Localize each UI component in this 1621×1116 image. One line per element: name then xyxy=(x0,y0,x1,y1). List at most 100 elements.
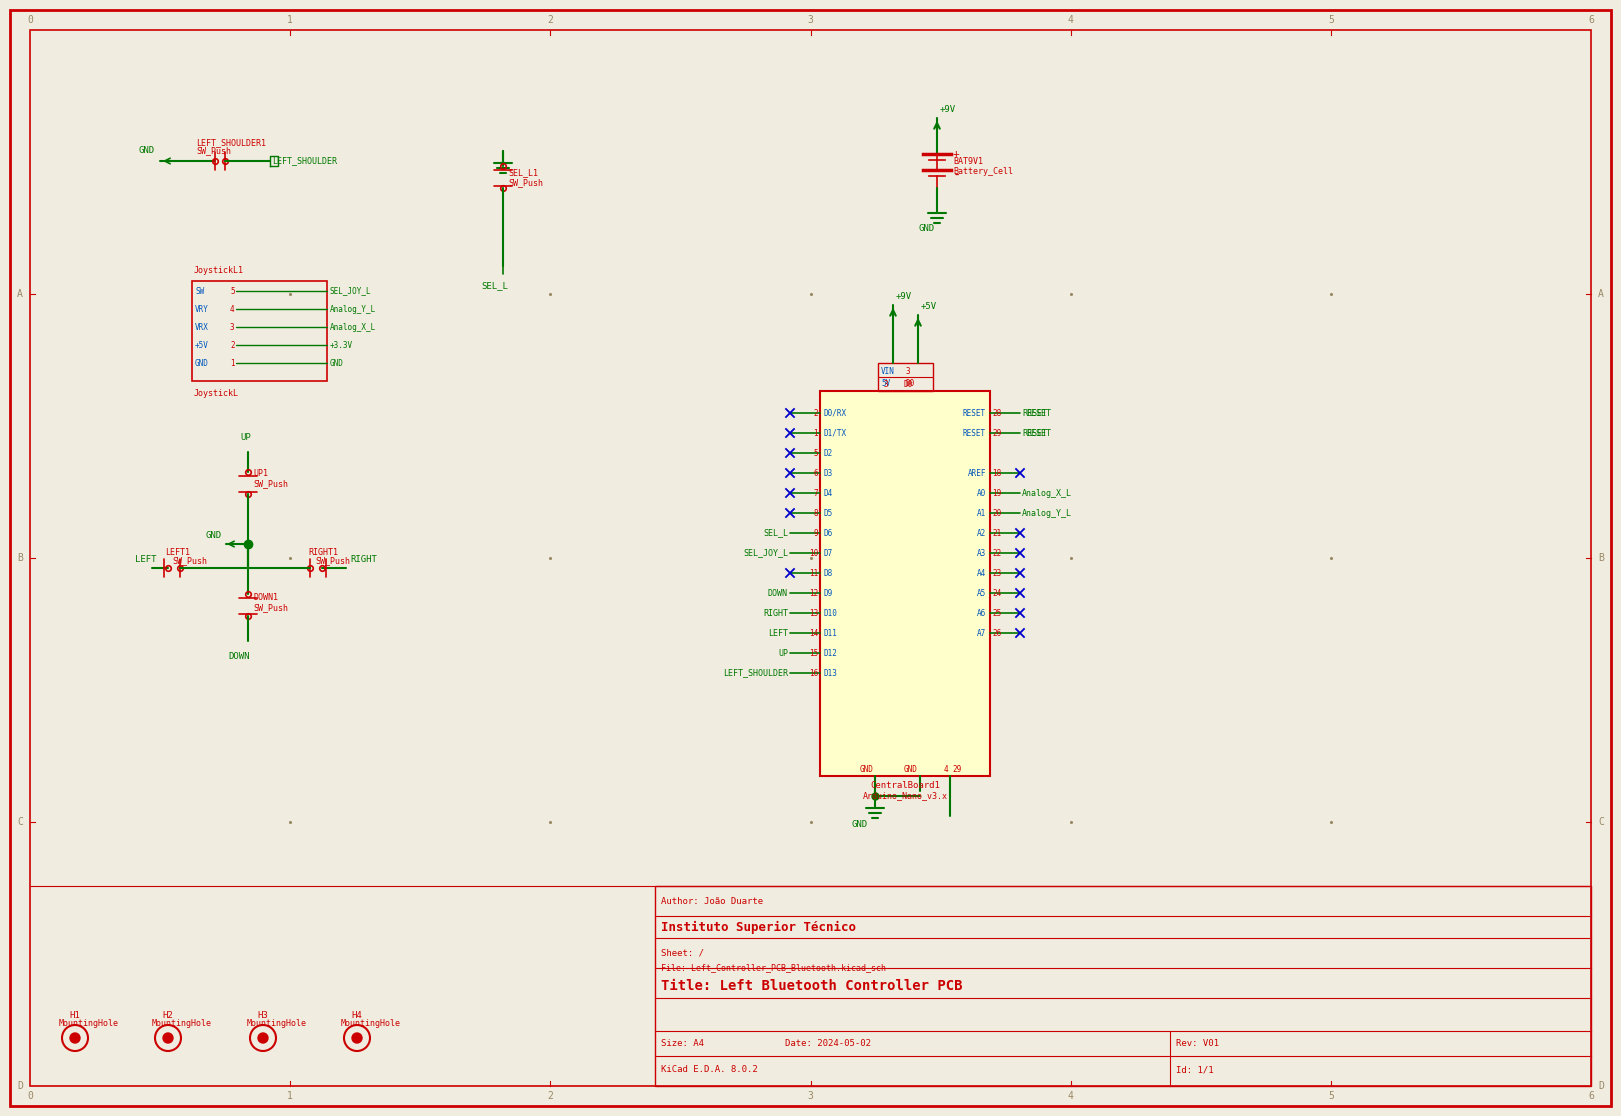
Text: SW: SW xyxy=(195,287,204,296)
Text: Author: João Duarte: Author: João Duarte xyxy=(661,896,763,905)
Text: 8: 8 xyxy=(814,509,819,518)
Text: GND: GND xyxy=(139,146,156,155)
Circle shape xyxy=(164,1033,173,1043)
Text: D0: D0 xyxy=(905,381,913,389)
Text: 25: 25 xyxy=(992,608,1002,617)
Text: A: A xyxy=(1598,289,1603,299)
Bar xyxy=(879,363,934,391)
Text: C: C xyxy=(18,817,23,827)
Text: 5: 5 xyxy=(1328,15,1334,25)
Text: +5V: +5V xyxy=(195,340,209,349)
Text: SW_Push: SW_Push xyxy=(196,146,232,155)
Text: VIN: VIN xyxy=(880,366,895,375)
Text: Analog_Y_L: Analog_Y_L xyxy=(1021,509,1071,518)
Text: A3: A3 xyxy=(977,548,986,558)
Text: D13: D13 xyxy=(823,668,838,677)
Text: 2: 2 xyxy=(548,15,553,25)
Text: 26: 26 xyxy=(992,628,1002,637)
Text: SW_Push: SW_Push xyxy=(172,556,207,565)
Text: MountingHole: MountingHole xyxy=(152,1019,212,1028)
Text: RESET: RESET xyxy=(963,429,986,437)
Text: 12: 12 xyxy=(809,588,819,597)
Text: JoystickL: JoystickL xyxy=(195,389,238,398)
Text: RIGHT: RIGHT xyxy=(350,555,376,564)
Text: H3: H3 xyxy=(258,1011,267,1020)
Text: 5: 5 xyxy=(814,449,819,458)
Text: DOWN1: DOWN1 xyxy=(253,594,277,603)
Bar xyxy=(191,281,327,381)
Text: LEFT_SHOULDER1: LEFT_SHOULDER1 xyxy=(196,138,266,147)
Text: RESET: RESET xyxy=(1021,429,1047,437)
Text: GND: GND xyxy=(853,820,869,829)
Text: Analog_X_L: Analog_X_L xyxy=(331,323,376,331)
Circle shape xyxy=(352,1033,361,1043)
Text: GND: GND xyxy=(859,764,874,775)
Text: B: B xyxy=(18,554,23,562)
Text: C: C xyxy=(1598,817,1603,827)
Text: RESET: RESET xyxy=(963,408,986,417)
Text: 9: 9 xyxy=(814,529,819,538)
Text: LEFT_SHOULDER: LEFT_SHOULDER xyxy=(272,156,337,165)
Text: Title: Left Bluetooth Controller PCB: Title: Left Bluetooth Controller PCB xyxy=(661,979,963,993)
Bar xyxy=(820,391,990,776)
Text: SEL_L1: SEL_L1 xyxy=(507,169,538,177)
Text: 10: 10 xyxy=(809,548,819,558)
Text: 2: 2 xyxy=(548,1091,553,1101)
Text: 15: 15 xyxy=(809,648,819,657)
Text: SW_Push: SW_Push xyxy=(253,604,289,613)
Text: Date: 2024-05-02: Date: 2024-05-02 xyxy=(785,1039,870,1049)
Text: GND: GND xyxy=(919,224,935,233)
Text: VRY: VRY xyxy=(195,305,209,314)
Text: +9V: +9V xyxy=(940,105,956,114)
Text: MountingHole: MountingHole xyxy=(246,1019,306,1028)
Text: Id: 1/1: Id: 1/1 xyxy=(1175,1066,1214,1075)
Text: UP: UP xyxy=(240,433,251,442)
Text: Battery_Cell: Battery_Cell xyxy=(953,166,1013,175)
Text: 22: 22 xyxy=(992,548,1002,558)
Text: 1: 1 xyxy=(814,429,819,437)
Text: +3.3V: +3.3V xyxy=(331,340,353,349)
Text: 19: 19 xyxy=(992,489,1002,498)
Text: JoystickL1: JoystickL1 xyxy=(195,266,245,275)
Text: Rev: V01: Rev: V01 xyxy=(1175,1039,1219,1049)
Text: 24: 24 xyxy=(992,588,1002,597)
Text: D8: D8 xyxy=(823,568,833,577)
Text: +: + xyxy=(953,150,960,158)
Text: File: Left_Controller_PCB_Bluetooth.kicad_sch: File: Left_Controller_PCB_Bluetooth.kica… xyxy=(661,963,887,972)
Text: D12: D12 xyxy=(823,648,838,657)
Text: D7: D7 xyxy=(823,548,833,558)
Circle shape xyxy=(70,1033,79,1043)
Text: D0/RX: D0/RX xyxy=(823,408,848,417)
Text: D0: D0 xyxy=(906,378,916,387)
Text: KiCad E.D.A. 8.0.2: KiCad E.D.A. 8.0.2 xyxy=(661,1066,757,1075)
Text: 21: 21 xyxy=(992,529,1002,538)
Text: 1: 1 xyxy=(287,15,293,25)
Text: 1: 1 xyxy=(287,1091,293,1101)
Text: A6: A6 xyxy=(977,608,986,617)
Text: D1/TX: D1/TX xyxy=(823,429,848,437)
Text: LEFT_SHOULDER: LEFT_SHOULDER xyxy=(723,668,788,677)
Text: A: A xyxy=(18,289,23,299)
Text: 0: 0 xyxy=(28,1091,32,1101)
Text: H1: H1 xyxy=(70,1011,79,1020)
Text: 2: 2 xyxy=(814,408,819,417)
Text: MountingHole: MountingHole xyxy=(340,1019,400,1028)
Text: 29: 29 xyxy=(952,764,961,775)
Text: UP1: UP1 xyxy=(253,470,267,479)
Text: Arduino_Nano_v3.x: Arduino_Nano_v3.x xyxy=(862,791,948,800)
Text: CentralBoard1: CentralBoard1 xyxy=(870,781,940,790)
Text: D2: D2 xyxy=(823,449,833,458)
Text: H2: H2 xyxy=(162,1011,173,1020)
Text: DOWN: DOWN xyxy=(768,588,788,597)
Text: 7: 7 xyxy=(814,489,819,498)
Text: SEL_L: SEL_L xyxy=(481,281,507,290)
Text: GND: GND xyxy=(195,358,209,367)
Text: D: D xyxy=(1598,1081,1603,1091)
Text: GND: GND xyxy=(206,531,222,540)
Text: RESET: RESET xyxy=(1026,408,1050,417)
Text: 5: 5 xyxy=(230,287,235,296)
Text: 4: 4 xyxy=(943,764,948,775)
Text: 6: 6 xyxy=(1589,1091,1593,1101)
Text: -: - xyxy=(953,169,961,183)
Text: 0: 0 xyxy=(28,15,32,25)
